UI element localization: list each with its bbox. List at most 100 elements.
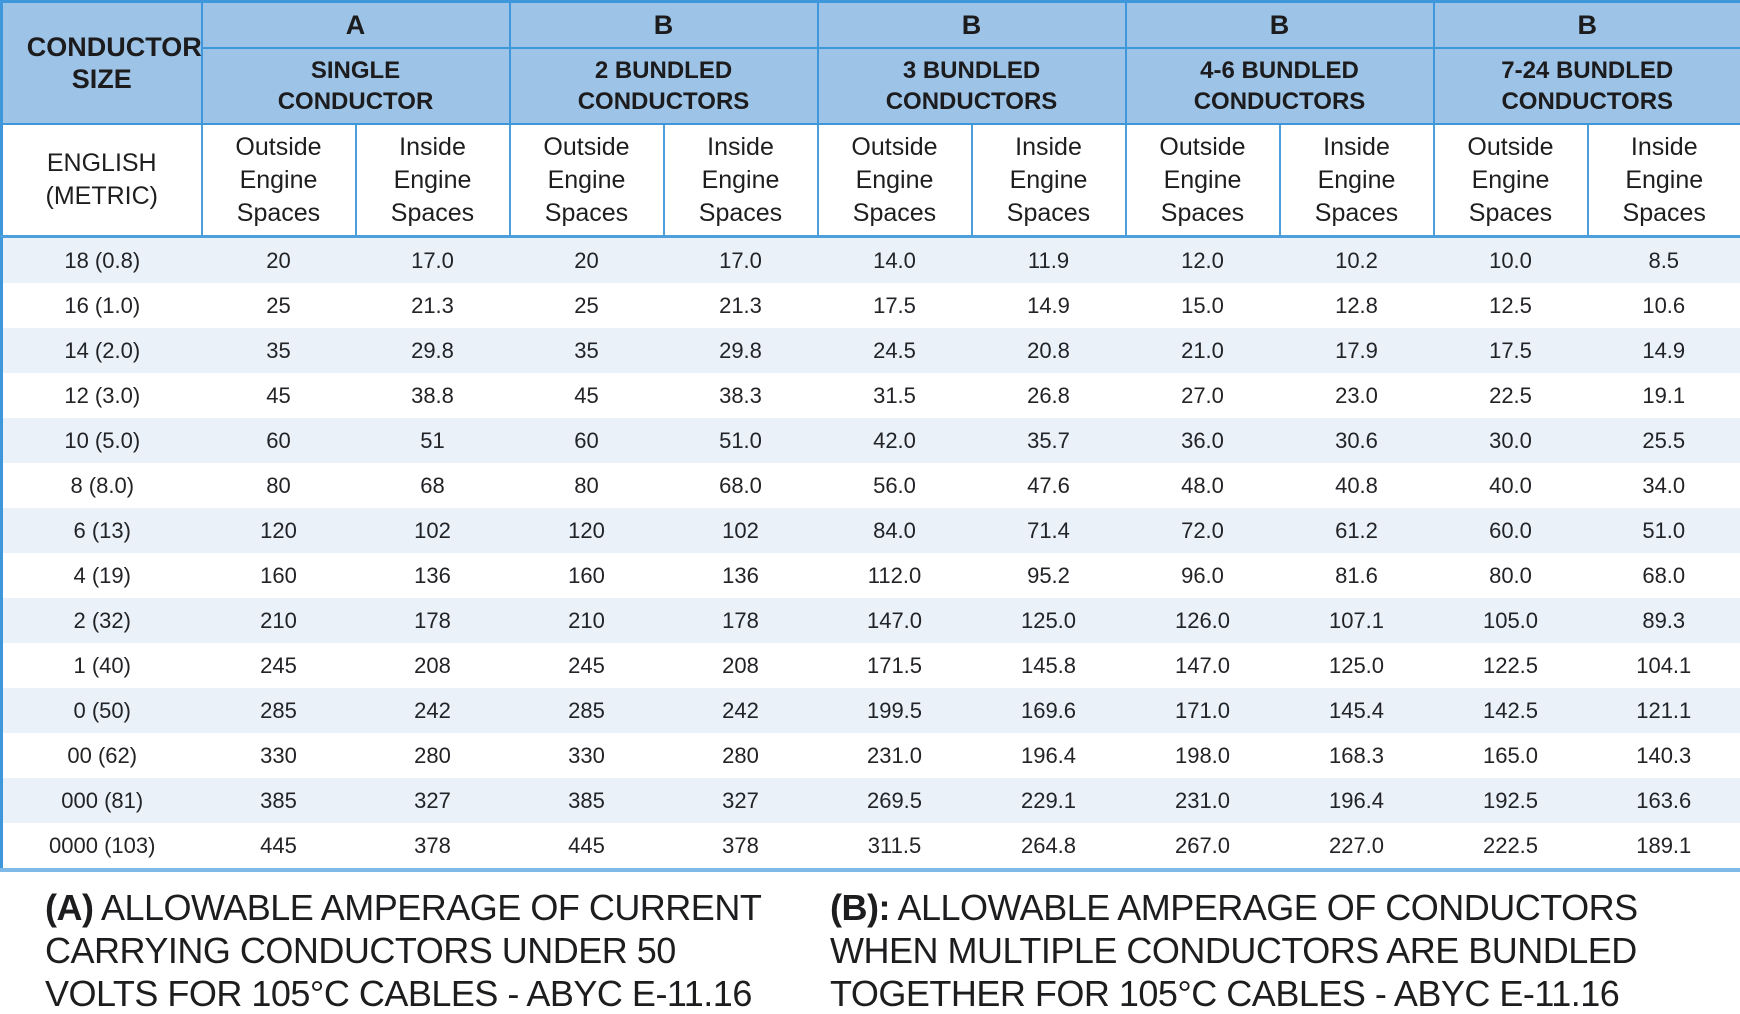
amperage-cell: 68.0 — [663, 463, 818, 508]
amperage-cell: 140.3 — [1587, 733, 1740, 778]
sub-header-row: ENGLISH (METRIC) Outside Engine Spaces I… — [0, 123, 1740, 238]
note-a-line-1: (A) ALLOWABLE AMPERAGE OF CURRENT — [45, 887, 762, 928]
amperage-cell: 171.5 — [817, 643, 972, 688]
amperage-cell: 45 — [201, 373, 356, 418]
amperage-cell: 45 — [509, 373, 664, 418]
amperage-cell: 36.0 — [1125, 418, 1280, 463]
note-b-line-1: (B): ALLOWABLE AMPERAGE OF CONDUCTORS — [830, 887, 1638, 928]
amperage-cell: 21.3 — [355, 283, 510, 328]
amperage-cell: 120 — [201, 508, 356, 553]
amperage-cell: 145.8 — [971, 643, 1126, 688]
amperage-cell: 51 — [355, 418, 510, 463]
group-tag-b4: B — [1432, 0, 1740, 49]
amperage-cell: 25 — [509, 283, 664, 328]
group-tag-b3: B — [1124, 0, 1435, 49]
amperage-cell: 280 — [663, 733, 818, 778]
amperage-cell: 222.5 — [1433, 823, 1588, 870]
amperage-cell: 105.0 — [1433, 598, 1588, 643]
amperage-cell: 25.5 — [1587, 418, 1740, 463]
amperage-cell: 385 — [509, 778, 664, 823]
amperage-cell: 189.1 — [1587, 823, 1740, 870]
table-row: 000 (81) 385 327 385 327 269.5 229.1 231.0 196.4… — [1, 778, 1740, 823]
col-inside-3: Inside Engine Spaces — [970, 123, 1127, 238]
amperage-cell: 30.6 — [1279, 418, 1434, 463]
amperage-cell: 145.4 — [1279, 688, 1434, 733]
table-row: 00 (62) 330 280 330 280 231.0 196.4 198.0 168.3 1… — [1, 733, 1740, 778]
amperage-cell: 17.5 — [817, 283, 972, 328]
amperage-cell: 95.2 — [971, 553, 1126, 598]
amperage-cell: 21.0 — [1125, 328, 1280, 373]
allowable-amperage-table: CONDUCTOR SIZE A B B B B SINGLE CONDUCTO… — [0, 0, 1740, 872]
amperage-cell: 10.6 — [1587, 283, 1740, 328]
amperage-cell: 35.7 — [971, 418, 1126, 463]
amperage-cell: 51.0 — [1587, 508, 1740, 553]
amperage-cell: 34.0 — [1587, 463, 1740, 508]
amperage-cell: 40.8 — [1279, 463, 1434, 508]
amperage-cell: 19.1 — [1587, 373, 1740, 418]
conductor-size-cell: 16 (1.0) — [1, 283, 202, 328]
amperage-cell: 378 — [663, 823, 818, 870]
amperage-cell: 23.0 — [1279, 373, 1434, 418]
amperage-cell: 17.0 — [663, 236, 818, 283]
conductor-size-cell: 8 (8.0) — [1, 463, 202, 508]
col-inside-5: Inside Engine Spaces — [1586, 123, 1740, 238]
note-b-prefix: (B): — [830, 887, 890, 928]
amperage-cell: 38.8 — [355, 373, 510, 418]
note-b-line-2: WHEN MULTIPLE CONDUCTORS ARE BUNDLED — [830, 930, 1637, 971]
conductor-size-cell: 0000 (103) — [1, 823, 202, 870]
conductor-size-cell: 000 (81) — [1, 778, 202, 823]
amperage-cell: 17.9 — [1279, 328, 1434, 373]
amperage-cell: 102 — [663, 508, 818, 553]
amperage-cell: 96.0 — [1125, 553, 1280, 598]
amperage-cell: 29.8 — [663, 328, 818, 373]
amperage-cell: 122.5 — [1433, 643, 1588, 688]
amperage-cell: 165.0 — [1433, 733, 1588, 778]
amperage-cell: 27.0 — [1125, 373, 1280, 418]
conductor-size-cell: 1 (40) — [1, 643, 202, 688]
table-row: 4 (19) 160 136 160 136 112.0 95.2 96.0 81.6 80.0 6… — [1, 553, 1740, 598]
conductor-size-cell: 12 (3.0) — [1, 373, 202, 418]
note-a-line-2: CARRYING CONDUCTORS UNDER 50 — [45, 930, 676, 971]
amperage-cell: 14.0 — [817, 236, 972, 283]
amperage-cell: 227.0 — [1279, 823, 1434, 870]
amperage-cell: 136 — [355, 553, 510, 598]
amperage-cell: 147.0 — [817, 598, 972, 643]
amperage-cell: 11.9 — [971, 236, 1126, 283]
conductor-size-cell: 4 (19) — [1, 553, 202, 598]
table-row: 0 (50) 285 242 285 242 199.5 169.6 171.0 145.4 14… — [1, 688, 1740, 733]
table-row: 2 (32) 210 178 210 178 147.0 125.0 126.0 107.1 10… — [1, 598, 1740, 643]
amperage-cell: 8.5 — [1587, 236, 1740, 283]
amperage-cell: 136 — [663, 553, 818, 598]
amperage-cell: 15.0 — [1125, 283, 1280, 328]
amperage-cell: 198.0 — [1125, 733, 1280, 778]
amperage-cell: 24.5 — [817, 328, 972, 373]
amperage-cell: 20 — [201, 236, 356, 283]
amperage-cell: 31.5 — [817, 373, 972, 418]
amperage-cell: 280 — [355, 733, 510, 778]
conductor-size-cell: 0 (50) — [1, 688, 202, 733]
amperage-cell: 25 — [201, 283, 356, 328]
amperage-cell: 26.8 — [971, 373, 1126, 418]
amperage-cell: 104.1 — [1587, 643, 1740, 688]
amperage-cell: 21.3 — [663, 283, 818, 328]
amperage-cell: 199.5 — [817, 688, 972, 733]
amperage-cell: 264.8 — [971, 823, 1126, 870]
amperage-cell: 445 — [509, 823, 664, 870]
amperage-cell: 12.5 — [1433, 283, 1588, 328]
amperage-cell: 51.0 — [663, 418, 818, 463]
amperage-cell: 330 — [509, 733, 664, 778]
amperage-cell: 20.8 — [971, 328, 1126, 373]
amperage-cell: 169.6 — [971, 688, 1126, 733]
amperage-cell: 231.0 — [817, 733, 972, 778]
amperage-cell: 71.4 — [971, 508, 1126, 553]
amperage-cell: 121.1 — [1587, 688, 1740, 733]
amperage-cell: 17.5 — [1433, 328, 1588, 373]
col-outside-4: Outside Engine Spaces — [1124, 123, 1281, 238]
note-a: (A) ALLOWABLE AMPERAGE OF CURRENT CARRYI… — [45, 886, 830, 1014]
amperage-cell: 385 — [201, 778, 356, 823]
amperage-cell: 81.6 — [1279, 553, 1434, 598]
amperage-cell: 12.0 — [1125, 236, 1280, 283]
amperage-cell: 40.0 — [1433, 463, 1588, 508]
amperage-cell: 196.4 — [1279, 778, 1434, 823]
amperage-cell: 89.3 — [1587, 598, 1740, 643]
